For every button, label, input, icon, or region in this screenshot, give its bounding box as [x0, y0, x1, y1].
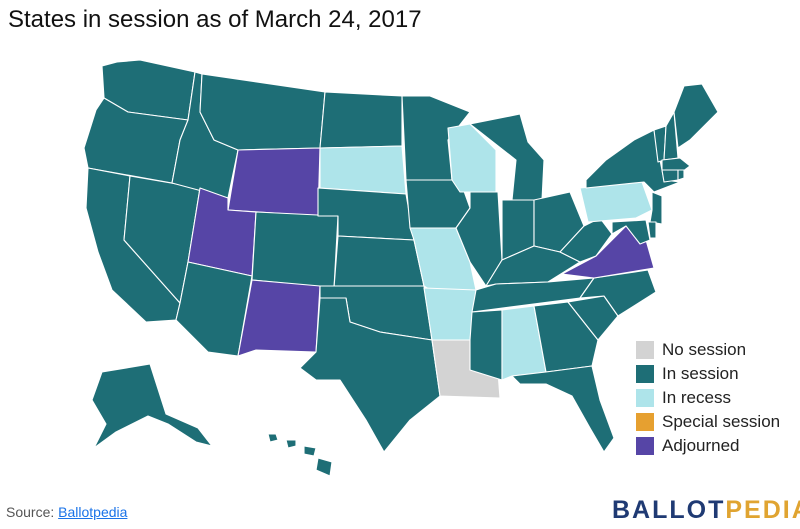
legend-label-in: In session — [662, 364, 739, 383]
legend: No session In session In recess Special ses… — [636, 338, 780, 458]
state-fl[interactable] — [511, 365, 615, 453]
state-me[interactable] — [673, 83, 719, 149]
legend-swatch-special — [636, 413, 654, 431]
legend-label-recess: In recess — [662, 388, 731, 407]
state-ak[interactable] — [91, 363, 213, 449]
legend-swatch-in — [636, 365, 654, 383]
state-nj[interactable] — [649, 191, 663, 225]
legend-item-special: Special session — [636, 410, 780, 434]
state-mi[interactable] — [469, 113, 545, 201]
state-sd[interactable] — [319, 145, 407, 195]
source-prefix: Source: — [6, 504, 59, 520]
state-ga[interactable] — [533, 301, 599, 373]
legend-item-none: No session — [636, 338, 780, 362]
map-title: States in session as of March 24, 2017 — [8, 6, 422, 33]
state-il[interactable] — [455, 191, 503, 287]
legend-item-recess: In recess — [636, 386, 780, 410]
legend-label-none: No session — [662, 340, 747, 359]
ballotpedia-logo: BALLOTPEDIA — [612, 496, 800, 525]
state-nd[interactable] — [319, 91, 403, 149]
state-ks[interactable] — [333, 235, 425, 289]
state-ms[interactable] — [469, 309, 503, 381]
state-ar[interactable] — [423, 287, 477, 341]
state-ri[interactable] — [677, 169, 685, 181]
state-tx[interactable] — [299, 297, 441, 453]
state-co[interactable] — [251, 211, 339, 289]
state-wy[interactable] — [227, 147, 321, 217]
legend-label-adjourned: Adjourned — [662, 436, 740, 455]
legend-swatch-adjourned — [636, 437, 654, 455]
state-md[interactable] — [611, 219, 651, 245]
state-nm[interactable] — [237, 279, 321, 357]
logo-part-ballot: BALLOT — [612, 496, 726, 524]
state-ct[interactable] — [661, 169, 679, 183]
legend-item-adjourned: Adjourned — [636, 434, 780, 458]
source-note: Source: Ballotpedia — [6, 504, 127, 520]
source-link[interactable]: Ballotpedia — [58, 504, 128, 520]
state-de[interactable] — [647, 221, 657, 239]
logo-part-pedia: PEDIA — [725, 496, 800, 524]
state-hi[interactable] — [267, 433, 333, 477]
legend-swatch-recess — [636, 389, 654, 407]
state-mt[interactable] — [199, 73, 326, 151]
legend-swatch-none — [636, 341, 654, 359]
state-ma[interactable] — [661, 157, 691, 173]
legend-item-in: In session — [636, 362, 780, 386]
legend-label-special: Special session — [662, 412, 781, 431]
